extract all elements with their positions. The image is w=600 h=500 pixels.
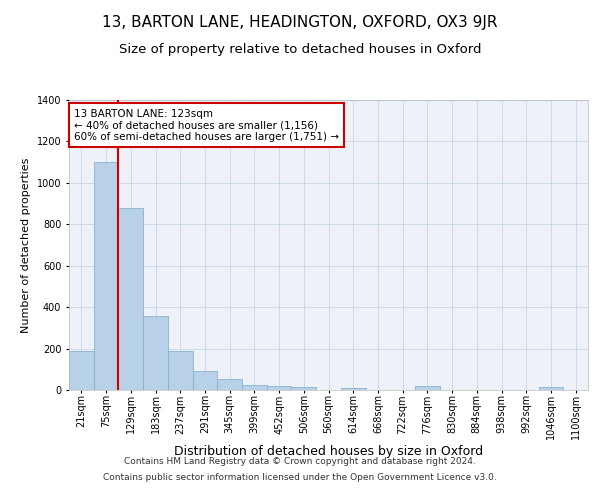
- Bar: [118, 208, 143, 390]
- Bar: [217, 378, 242, 390]
- Y-axis label: Number of detached properties: Number of detached properties: [21, 158, 31, 332]
- Text: Contains public sector information licensed under the Open Government Licence v3: Contains public sector information licen…: [103, 472, 497, 482]
- Text: Contains HM Land Registry data © Crown copyright and database right 2024.: Contains HM Land Registry data © Crown c…: [124, 458, 476, 466]
- Bar: [69, 350, 94, 390]
- X-axis label: Distribution of detached houses by size in Oxford: Distribution of detached houses by size …: [174, 445, 483, 458]
- Bar: [143, 316, 168, 390]
- Bar: [94, 162, 118, 390]
- Text: 13 BARTON LANE: 123sqm
← 40% of detached houses are smaller (1,156)
60% of semi-: 13 BARTON LANE: 123sqm ← 40% of detached…: [74, 108, 339, 142]
- Bar: [415, 386, 440, 390]
- Bar: [341, 388, 365, 390]
- Text: Size of property relative to detached houses in Oxford: Size of property relative to detached ho…: [119, 42, 481, 56]
- Bar: [242, 385, 267, 390]
- Bar: [168, 350, 193, 390]
- Bar: [267, 386, 292, 390]
- Text: 13, BARTON LANE, HEADINGTON, OXFORD, OX3 9JR: 13, BARTON LANE, HEADINGTON, OXFORD, OX3…: [102, 15, 498, 30]
- Bar: [193, 372, 217, 390]
- Bar: [292, 387, 316, 390]
- Bar: [539, 387, 563, 390]
